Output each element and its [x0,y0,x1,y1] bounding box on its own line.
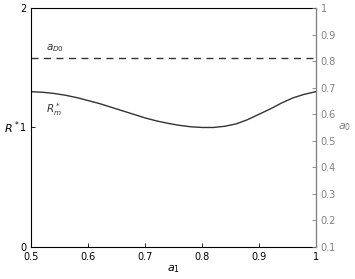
Text: $R^*_m$: $R^*_m$ [46,101,61,118]
Y-axis label: $R^*$: $R^*$ [4,119,20,136]
Y-axis label: $a_0$: $a_0$ [338,122,351,133]
Text: $a_{D0}$: $a_{D0}$ [46,42,64,54]
X-axis label: $a_1$: $a_1$ [167,263,180,275]
